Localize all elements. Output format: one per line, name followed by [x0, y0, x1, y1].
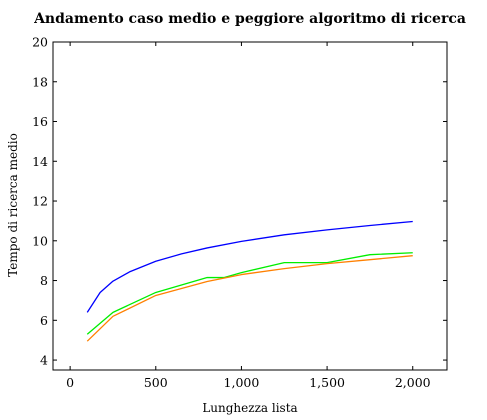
x-tick-label: 0 — [66, 375, 74, 390]
plot-frame — [52, 41, 448, 371]
y-tick-label: 8 — [40, 273, 48, 288]
y-axis: 4 6 8 10 12 14 16 18 20 — [32, 35, 447, 368]
y-tick-label: 14 — [32, 154, 48, 169]
y-tick-label: 4 — [40, 353, 48, 368]
x-axis: 0 500 1,000 1,500 2,000 — [66, 42, 431, 390]
series-layer — [86, 220, 413, 342]
x-tick-label: 2,000 — [395, 375, 431, 390]
series-line-2 — [86, 252, 413, 335]
y-tick-label: 10 — [32, 233, 48, 248]
y-tick-label: 16 — [32, 114, 48, 129]
y-tick-label: 12 — [32, 194, 48, 209]
chart-title: Andamento caso medio e peggiore algoritm… — [33, 11, 466, 27]
x-tick-label: 1,000 — [224, 375, 260, 390]
y-tick-label: 18 — [32, 74, 48, 89]
y-axis-label: Tempo di ricerca medio — [6, 133, 20, 277]
y-tick-label: 20 — [32, 35, 48, 50]
series-line-1 — [86, 220, 413, 313]
x-tick-label: 1,500 — [309, 375, 345, 390]
y-tick-label: 6 — [40, 313, 48, 328]
x-axis-label: Lunghezza lista — [202, 401, 297, 415]
x-tick-label: 500 — [144, 375, 168, 390]
series-line-3 — [86, 255, 413, 342]
